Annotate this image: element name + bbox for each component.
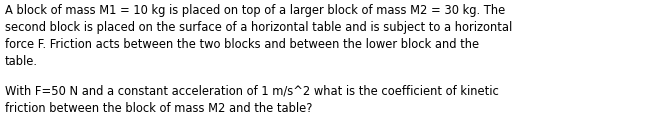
Text: With F=50 N and a constant acceleration of 1 m/s^2 what is the coefficient of ki: With F=50 N and a constant acceleration … [5,85,499,115]
Text: A block of mass M1 = 10 kg is placed on top of a larger block of mass M2 = 30 kg: A block of mass M1 = 10 kg is placed on … [5,4,512,68]
